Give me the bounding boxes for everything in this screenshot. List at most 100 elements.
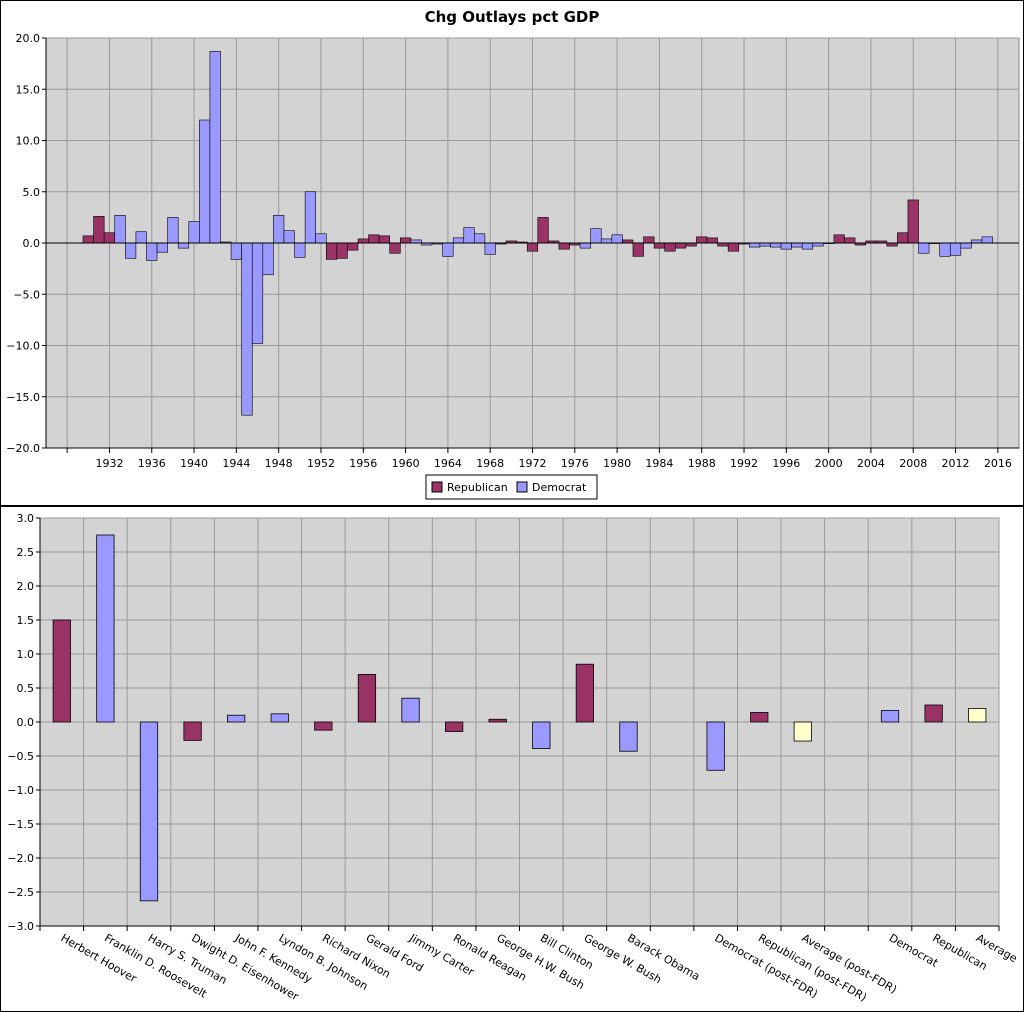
bar — [793, 721, 812, 742]
bar — [674, 242, 687, 249]
bar — [575, 663, 595, 723]
bar — [880, 710, 900, 723]
y-tick-label: 2.5 — [17, 546, 35, 559]
bar — [315, 233, 327, 244]
bar — [399, 237, 412, 244]
y-tick-label: −2.5 — [7, 886, 34, 899]
bar — [619, 721, 638, 752]
bar — [780, 242, 792, 250]
bar — [283, 230, 295, 244]
y-tick-label: −0.5 — [7, 750, 34, 763]
bar — [749, 242, 761, 248]
x-tick-label: 1980 — [603, 457, 631, 470]
x-tick-label: 2008 — [899, 457, 927, 470]
bar — [949, 242, 962, 256]
legend: Republican Democrat — [425, 474, 598, 500]
bar — [325, 242, 338, 260]
bar — [241, 242, 253, 416]
bar — [167, 217, 179, 244]
y-tick-label: −1.0 — [7, 784, 34, 797]
bar — [558, 242, 570, 250]
bar — [357, 674, 377, 723]
bar — [82, 235, 94, 244]
x-tick-label: 1944 — [222, 457, 250, 470]
bars-top — [46, 51, 1019, 416]
y-tick-label: 0.0 — [23, 237, 41, 250]
bar — [294, 242, 306, 258]
y-tick-label: −15.0 — [6, 391, 40, 404]
bar — [146, 242, 158, 261]
chart-title: Chg Outlays pct GDP — [425, 8, 600, 26]
y-tick-label: 0.0 — [17, 716, 35, 729]
bar — [653, 242, 666, 249]
bar — [939, 242, 951, 257]
bar — [600, 238, 613, 244]
bar — [463, 227, 475, 244]
x-tick-label: 2016 — [984, 457, 1012, 470]
bar — [770, 242, 782, 248]
bar — [981, 236, 993, 244]
bar — [304, 191, 316, 244]
x-tick-label: 1948 — [265, 457, 293, 470]
x-tick-label: 1988 — [688, 457, 716, 470]
bar — [139, 721, 159, 902]
y-tick-label: 1.0 — [17, 648, 35, 661]
bar — [368, 234, 380, 244]
x-tick-label: 1956 — [349, 457, 377, 470]
bar — [801, 242, 814, 250]
y-tick-label: −2.0 — [7, 852, 34, 865]
bar — [230, 242, 242, 260]
bar — [336, 242, 348, 259]
bar — [590, 228, 602, 244]
grid-bottom — [39, 517, 1000, 927]
bar — [270, 713, 289, 723]
bar — [183, 721, 202, 741]
bar — [389, 242, 401, 254]
x-tick-label: 1972 — [519, 457, 547, 470]
bar — [442, 242, 454, 257]
x-tick-label: 1992 — [730, 457, 758, 470]
bar — [526, 242, 539, 252]
y-tick-label: −20.0 — [6, 442, 40, 455]
bar — [314, 721, 333, 731]
y-tick-label: 3.0 — [17, 512, 35, 525]
bar — [262, 242, 274, 276]
x-tick-label: 2000 — [815, 457, 843, 470]
bar — [632, 242, 644, 257]
bar — [579, 242, 591, 249]
legend-label-democrat: Democrat — [532, 481, 587, 494]
bar — [918, 242, 930, 254]
bar — [188, 221, 200, 244]
bar — [452, 237, 465, 244]
bar — [968, 708, 987, 723]
bar — [209, 51, 221, 244]
y-tick-label: 1.5 — [17, 614, 35, 627]
bar — [114, 215, 126, 244]
top-chart: Chg Outlays pct GDP 20.0 15.0 10.0 5.0 0.0 −5… — [6, 8, 1020, 500]
y-tick-label: −3.0 — [7, 920, 34, 933]
bar — [706, 721, 725, 771]
bar — [537, 217, 549, 244]
y-tick-label: −5.0 — [13, 288, 40, 301]
x-tick-label: 1932 — [95, 457, 123, 470]
legend-label-republican: Republican — [447, 481, 508, 494]
bar — [532, 721, 551, 749]
bar — [199, 119, 211, 244]
bar — [727, 242, 740, 252]
x-tick-label: 2004 — [857, 457, 885, 470]
bar — [643, 236, 655, 244]
legend-box — [425, 474, 598, 500]
bar — [474, 233, 486, 244]
bar — [125, 242, 137, 259]
x-tick-label: 1984 — [645, 457, 673, 470]
bar — [844, 237, 856, 244]
bar — [227, 714, 246, 723]
legend-swatch-democrat — [516, 481, 528, 493]
bar — [791, 242, 803, 248]
x-tick-label: 1996 — [772, 457, 800, 470]
y-tick-label: 15.0 — [16, 83, 41, 96]
bars-bottom — [52, 534, 987, 902]
x-tick-label: 1940 — [180, 457, 208, 470]
bar — [251, 242, 264, 344]
